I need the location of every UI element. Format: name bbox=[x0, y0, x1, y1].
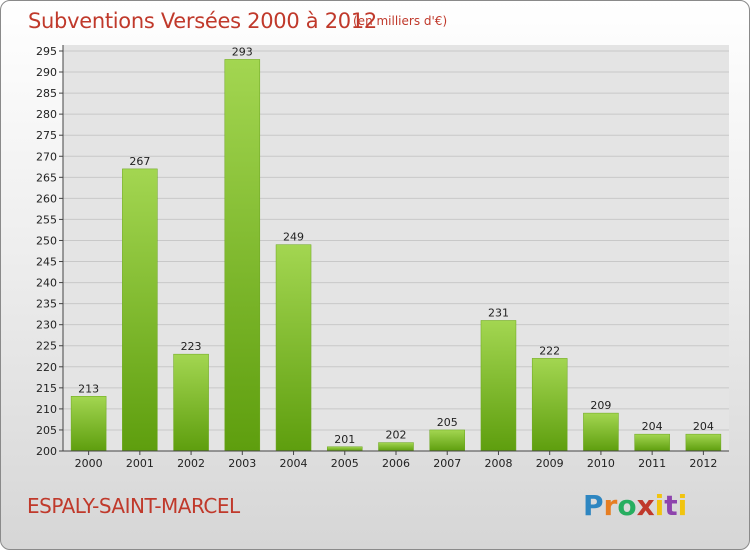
y-tick-label: 270 bbox=[36, 150, 57, 163]
y-tick-label: 275 bbox=[36, 129, 57, 142]
bar-value-label: 205 bbox=[437, 416, 458, 429]
bar-value-label: 202 bbox=[386, 429, 407, 442]
y-tick-label: 230 bbox=[36, 319, 57, 332]
bar-value-label: 231 bbox=[488, 306, 509, 319]
bar-2000 bbox=[70, 396, 107, 452]
bar-2006 bbox=[378, 442, 414, 452]
y-tick-label: 205 bbox=[36, 424, 57, 437]
x-tick-label: 2006 bbox=[382, 457, 410, 470]
bar-2002 bbox=[173, 353, 209, 452]
proxiti-logo: Proxiti bbox=[583, 489, 687, 522]
chart-unit: (en milliers d'€) bbox=[353, 14, 448, 28]
x-tick-label: 2011 bbox=[638, 457, 666, 470]
bar-2004 bbox=[275, 244, 312, 452]
x-tick-label: 2000 bbox=[75, 457, 103, 470]
bar-2009 bbox=[531, 358, 568, 452]
x-tick-label: 2002 bbox=[177, 457, 205, 470]
y-tick-label: 285 bbox=[36, 87, 57, 100]
y-tick-label: 200 bbox=[36, 445, 57, 458]
x-tick-label: 2005 bbox=[331, 457, 359, 470]
bar-value-label: 204 bbox=[642, 420, 663, 433]
y-tick-label: 255 bbox=[36, 213, 57, 226]
x-tick-label: 2010 bbox=[587, 457, 615, 470]
x-tick-label: 2003 bbox=[228, 457, 256, 470]
bar-2003 bbox=[224, 59, 261, 452]
y-tick-label: 290 bbox=[36, 66, 57, 79]
bar-2007 bbox=[429, 429, 465, 452]
bar-value-label: 293 bbox=[232, 45, 253, 58]
bar-value-label: 222 bbox=[539, 344, 560, 357]
bar-2010 bbox=[583, 412, 619, 452]
y-axis-ticks: 200 205 210 215 220 225 230 235 240 245 250 255 260 2… bbox=[36, 45, 63, 458]
bar-value-label: 249 bbox=[283, 231, 304, 244]
bar-2001 bbox=[122, 168, 158, 452]
bar-2008 bbox=[480, 320, 517, 452]
x-tick-label: 2009 bbox=[536, 457, 564, 470]
y-tick-label: 210 bbox=[36, 403, 57, 416]
y-tick-label: 280 bbox=[36, 108, 57, 121]
y-tick-label: 250 bbox=[36, 234, 57, 247]
y-tick-label: 235 bbox=[36, 298, 57, 311]
bar-2005 bbox=[327, 446, 363, 452]
x-tick-label: 2004 bbox=[280, 457, 308, 470]
y-tick-label: 220 bbox=[36, 361, 57, 374]
y-tick-label: 295 bbox=[36, 45, 57, 58]
commune-name: ESPALY-SAINT-MARCEL bbox=[27, 494, 240, 518]
bar-labels: 213 267 223 293 249 201 202 205 231 222 209 204 204 bbox=[78, 45, 714, 445]
x-tick-label: 2001 bbox=[126, 457, 154, 470]
y-tick-label: 260 bbox=[36, 192, 57, 205]
bar-value-label: 204 bbox=[693, 420, 714, 433]
plot-area bbox=[63, 45, 729, 451]
chart-title: Subventions Versées 2000 à 2012 bbox=[28, 9, 377, 33]
y-tick-label: 215 bbox=[36, 382, 57, 395]
x-tick-label: 2008 bbox=[484, 457, 512, 470]
bar-value-label: 209 bbox=[590, 399, 611, 412]
bar-2012 bbox=[685, 433, 722, 452]
bar-value-label: 267 bbox=[129, 155, 150, 168]
bar-value-label: 213 bbox=[78, 382, 99, 395]
svg-text:Proxiti: Proxiti bbox=[583, 489, 687, 522]
bar-value-label: 201 bbox=[334, 433, 355, 446]
x-tick-label: 2007 bbox=[433, 457, 461, 470]
y-tick-label: 265 bbox=[36, 171, 57, 184]
x-axis-ticks: 2000 2001 2002 2003 2004 2005 2006 2007 2008 2009… bbox=[75, 451, 717, 470]
bar-value-label: 223 bbox=[181, 340, 202, 353]
y-tick-label: 225 bbox=[36, 340, 57, 353]
y-tick-label: 240 bbox=[36, 277, 57, 290]
bar-2011 bbox=[634, 433, 670, 452]
y-tick-label: 245 bbox=[36, 256, 57, 269]
bars bbox=[70, 59, 722, 452]
x-tick-label: 2012 bbox=[689, 457, 717, 470]
